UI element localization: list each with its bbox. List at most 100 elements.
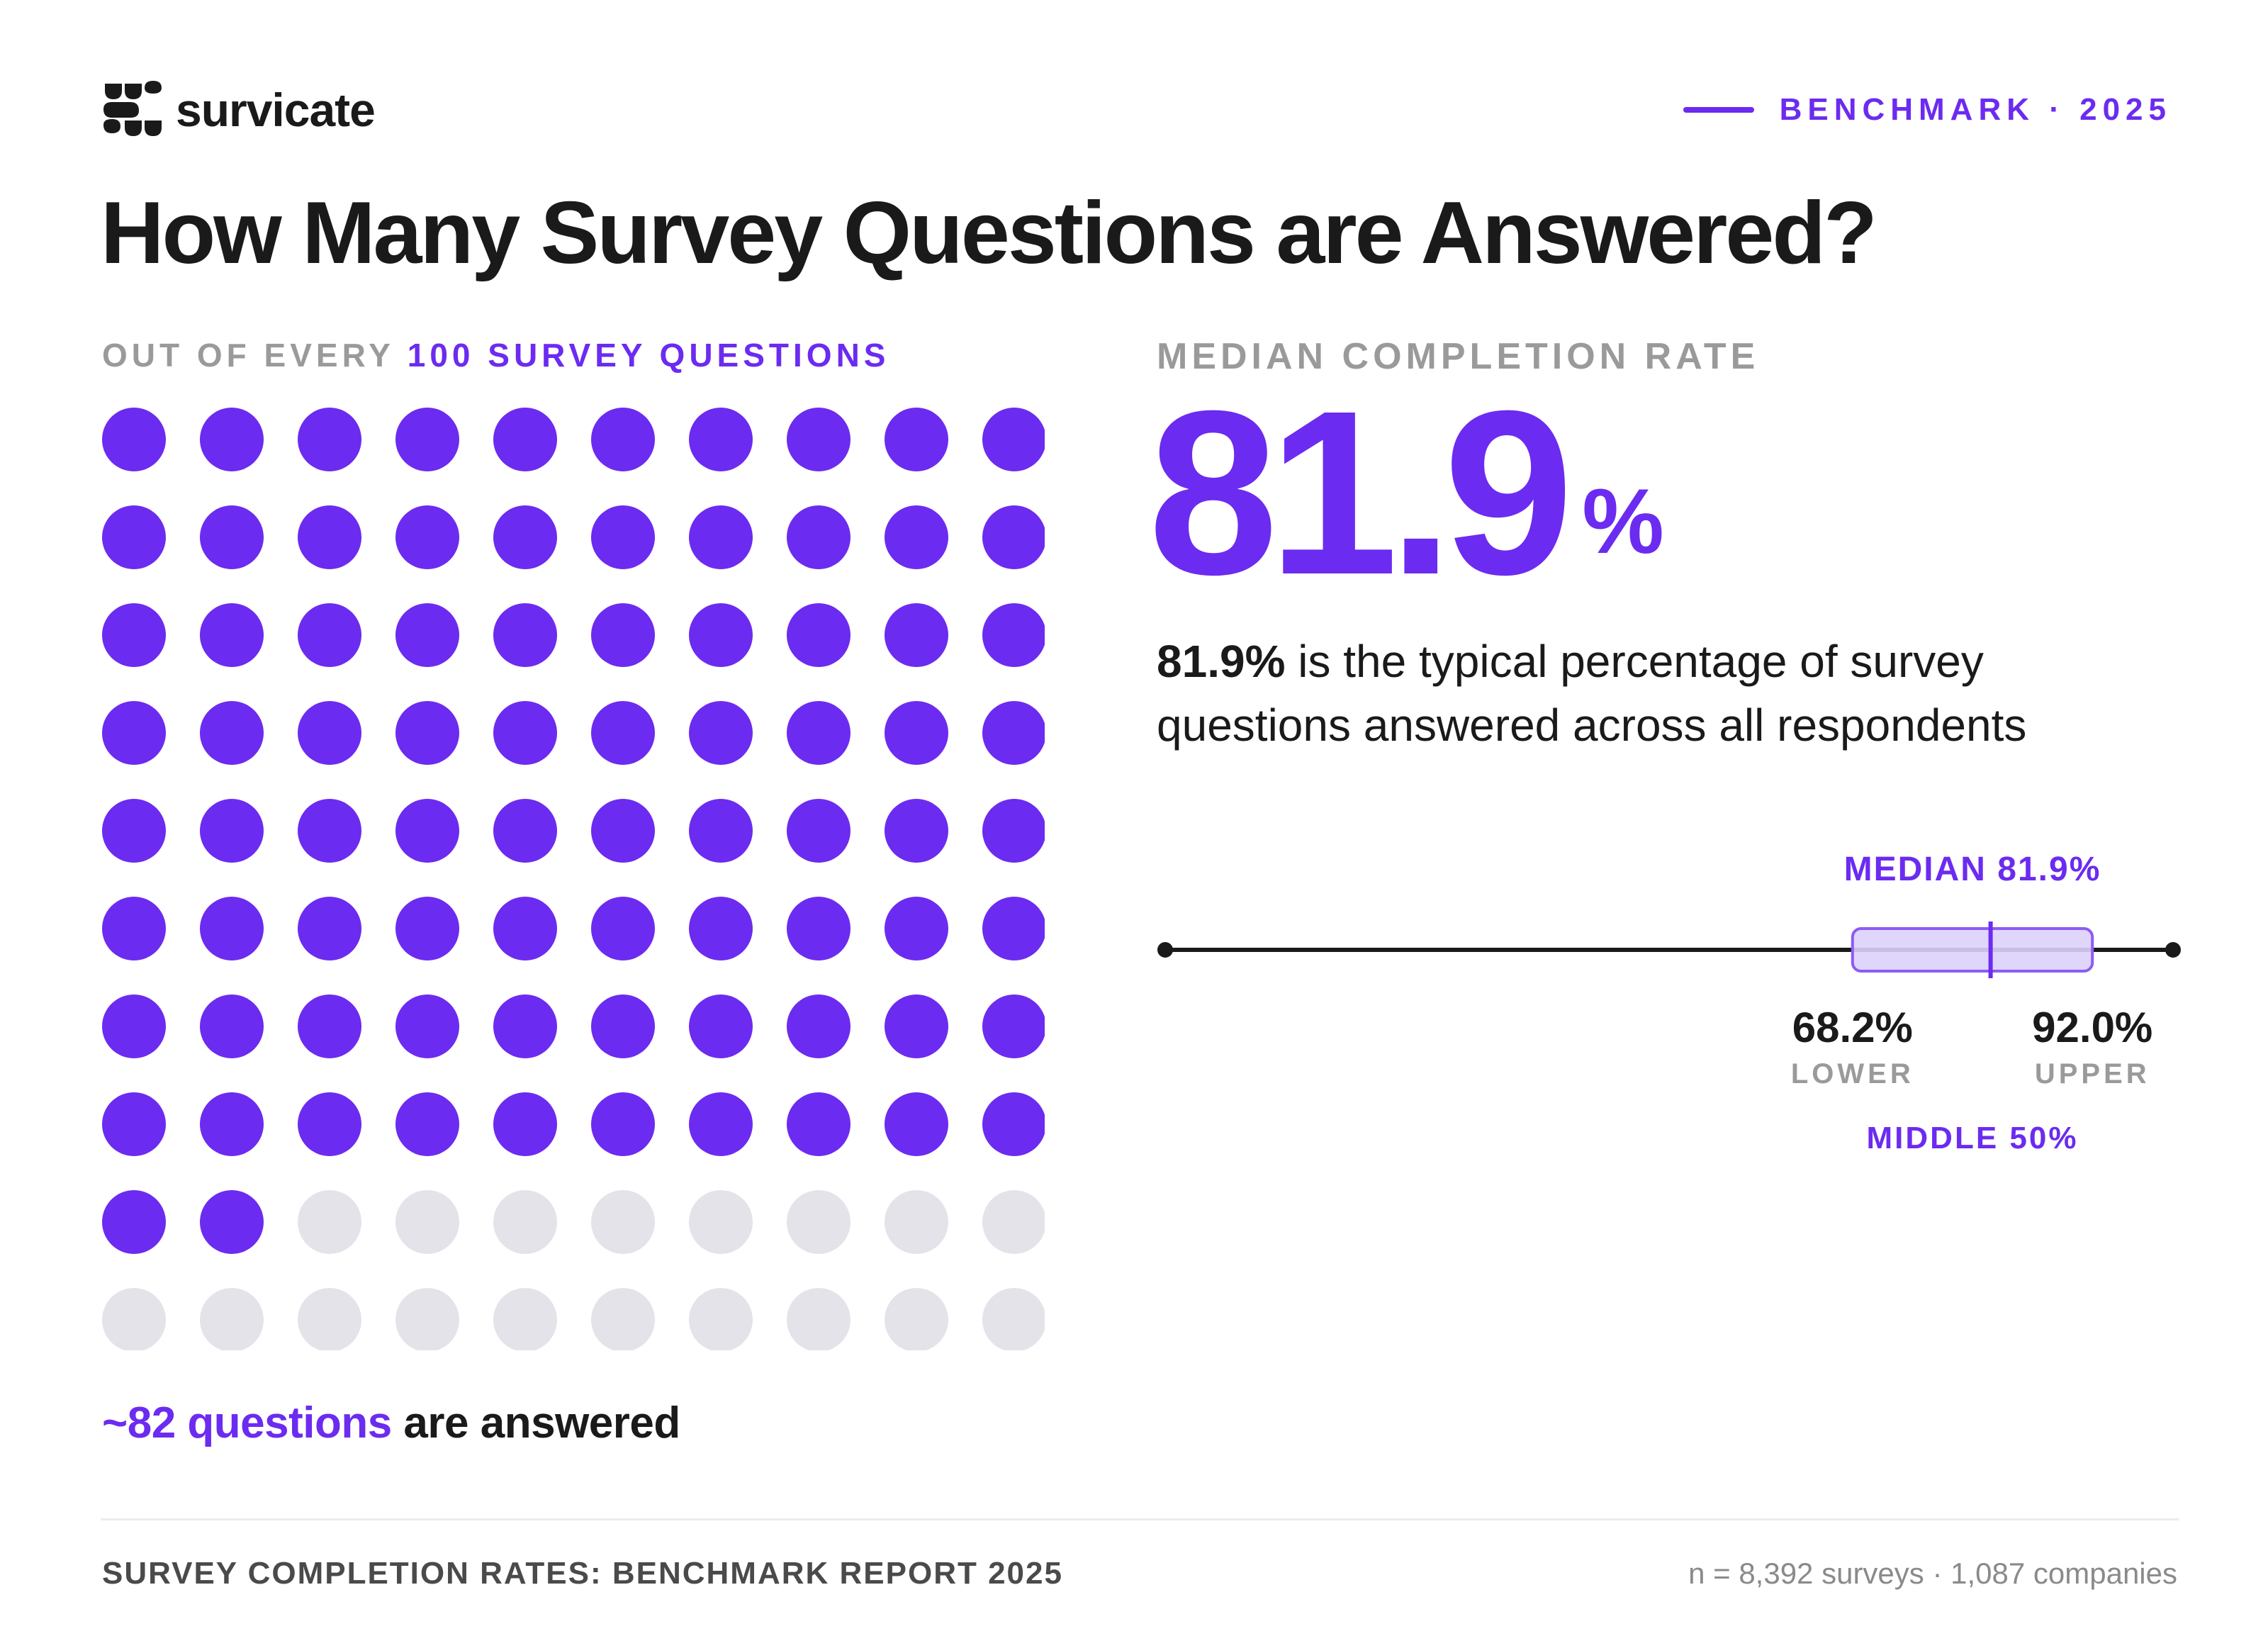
benchmark-tag-text: BENCHMARK · 2025: [1779, 92, 2172, 127]
waffle-dot-answered: [982, 603, 1045, 667]
waffle-dot-answered: [591, 799, 655, 863]
waffle-dot-answered: [787, 1092, 850, 1156]
footer-divider: [101, 1518, 2179, 1520]
waffle-chart: [102, 408, 1045, 1350]
waffle-dot-unanswered: [982, 1288, 1045, 1350]
waffle-dot-answered: [493, 603, 557, 667]
answered-summary: ~82 questions are answered: [102, 1395, 680, 1452]
waffle-dot-unanswered: [298, 1288, 361, 1350]
footer-sample-size: n = 8,392 surveys · 1,087 companies: [1688, 1557, 2177, 1590]
waffle-dot-unanswered: [200, 1288, 264, 1350]
waffle-dot-answered: [982, 1092, 1045, 1156]
waffle-dot-answered: [298, 1092, 361, 1156]
waffle-dot-unanswered: [591, 1190, 655, 1254]
waffle-chart-svg: [102, 408, 1045, 1350]
waffle-dot-answered: [493, 505, 557, 569]
waffle-dot-answered: [689, 408, 753, 471]
benchmark-tag: BENCHMARK · 2025: [1683, 85, 2172, 135]
waffle-dot-unanswered: [102, 1288, 166, 1350]
waffle-dot-answered: [200, 505, 264, 569]
waffle-dot-answered: [102, 408, 166, 471]
waffle-dot-unanswered: [689, 1190, 753, 1254]
waffle-dot-unanswered: [885, 1190, 948, 1254]
footer-report-title: SURVEY COMPLETION RATES: BENCHMARK REPOR…: [102, 1556, 1063, 1591]
waffle-dot-answered: [689, 701, 753, 765]
waffle-dot-answered: [885, 1092, 948, 1156]
waffle-dot-answered: [102, 701, 166, 765]
median-description-value: 81.9%: [1157, 636, 1286, 687]
waffle-dot-answered: [298, 995, 361, 1058]
waffle-dot-answered: [102, 897, 166, 960]
boxplot-range-label: MIDDLE 50%: [1867, 1121, 2079, 1155]
waffle-dot-answered: [298, 701, 361, 765]
waffle-dot-answered: [982, 505, 1045, 569]
waffle-label-prefix: OUT OF EVERY: [102, 337, 408, 374]
waffle-dot-answered: [102, 1190, 166, 1254]
waffle-label-accent: 100 SURVEY QUESTIONS: [407, 337, 890, 374]
waffle-dot-answered: [102, 799, 166, 863]
waffle-dot-answered: [395, 1092, 459, 1156]
median-description-text: is the typical percentage of survey ques…: [1157, 636, 2027, 751]
waffle-dot-answered: [102, 1092, 166, 1156]
waffle-dot-unanswered: [787, 1288, 850, 1350]
waffle-dot-unanswered: [493, 1190, 557, 1254]
waffle-dot-answered: [787, 701, 850, 765]
waffle-dot-answered: [395, 505, 459, 569]
waffle-dot-answered: [591, 408, 655, 471]
waffle-dot-answered: [591, 603, 655, 667]
waffle-dot-answered: [493, 799, 557, 863]
boxplot-min-endpoint: [1157, 942, 1173, 958]
boxplot-upper-value: 92.0%: [2032, 1004, 2152, 1051]
waffle-dot-answered: [200, 897, 264, 960]
boxplot-lower-value: 68.2%: [1792, 1004, 1913, 1051]
waffle-dot-unanswered: [885, 1288, 948, 1350]
waffle-dot-answered: [395, 799, 459, 863]
answered-count: ~82 questions: [102, 1399, 392, 1447]
waffle-dot-answered: [885, 603, 948, 667]
waffle-dot-unanswered: [395, 1288, 459, 1350]
waffle-dot-answered: [982, 701, 1045, 765]
waffle-dot-answered: [885, 799, 948, 863]
waffle-dot-answered: [395, 408, 459, 471]
waffle-dot-answered: [689, 995, 753, 1058]
waffle-dot-answered: [298, 897, 361, 960]
waffle-dot-answered: [395, 897, 459, 960]
waffle-dot-answered: [102, 603, 166, 667]
boxplot-svg: MEDIAN 81.9% 68.2% LOWER 92.0% UPPER MID…: [1157, 851, 2181, 1155]
waffle-dot-answered: [982, 799, 1045, 863]
waffle-dot-unanswered: [787, 1190, 850, 1254]
median-label: MEDIAN COMPLETION RATE: [1157, 336, 1760, 377]
waffle-dot-answered: [493, 897, 557, 960]
waffle-dot-answered: [493, 995, 557, 1058]
waffle-label: OUT OF EVERY 100 SURVEY QUESTIONS: [102, 330, 889, 380]
median-value: 81.9: [1148, 362, 1573, 623]
waffle-dot-answered: [885, 995, 948, 1058]
boxplot-chart: MEDIAN 81.9% 68.2% LOWER 92.0% UPPER MID…: [1148, 836, 2190, 1191]
boxplot-max-endpoint: [2165, 942, 2181, 958]
waffle-dot-answered: [591, 1092, 655, 1156]
waffle-dot-answered: [885, 897, 948, 960]
waffle-dot-answered: [689, 799, 753, 863]
waffle-dot-answered: [298, 603, 361, 667]
waffle-dot-unanswered: [395, 1190, 459, 1254]
waffle-dot-answered: [200, 799, 264, 863]
waffle-dot-answered: [982, 408, 1045, 471]
waffle-dot-answered: [787, 799, 850, 863]
waffle-dot-answered: [200, 603, 264, 667]
survicate-logo-icon: [103, 81, 162, 136]
waffle-dot-answered: [102, 505, 166, 569]
waffle-dot-unanswered: [689, 1288, 753, 1350]
page-title: How Many Survey Questions are Answered?: [101, 184, 1877, 282]
median-description: 81.9% is the typical percentage of surve…: [1157, 629, 2184, 757]
waffle-dot-answered: [200, 995, 264, 1058]
boxplot-median-label: MEDIAN 81.9%: [1844, 851, 2101, 888]
brand-logo: survicate: [101, 78, 376, 142]
median-unit: %: [1582, 469, 1664, 573]
waffle-dot-answered: [787, 995, 850, 1058]
waffle-dot-answered: [591, 701, 655, 765]
answered-text: are answered: [391, 1399, 680, 1447]
waffle-dot-answered: [689, 603, 753, 667]
waffle-dot-answered: [689, 505, 753, 569]
waffle-dot-answered: [689, 897, 753, 960]
waffle-dot-answered: [787, 408, 850, 471]
